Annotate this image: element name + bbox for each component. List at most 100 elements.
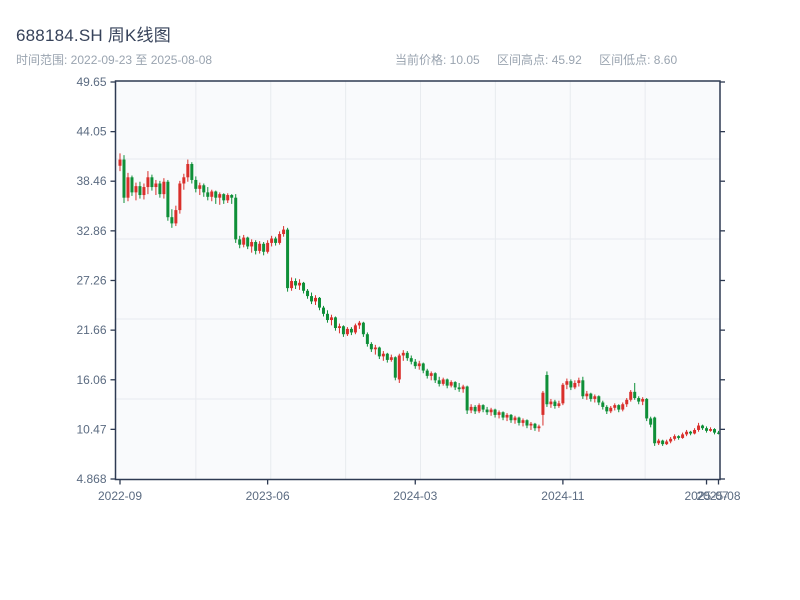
candle-body	[337, 326, 341, 329]
candle-body	[234, 197, 238, 240]
candle-body	[361, 322, 365, 335]
candle-body	[246, 237, 250, 247]
candle-body	[505, 414, 509, 418]
candle-body	[329, 317, 333, 321]
x-tick-label: 2024-11	[541, 489, 584, 503]
candle-body	[529, 423, 533, 426]
candle-body	[142, 187, 146, 196]
candle-body	[669, 438, 673, 442]
candle-body	[349, 328, 353, 333]
candle-body	[369, 343, 373, 350]
candle-body	[425, 370, 429, 376]
y-tick-label: 21.66	[76, 323, 106, 337]
candle-body	[573, 382, 577, 388]
candle-body	[266, 242, 270, 252]
period-low: 区间低点: 8.60	[599, 53, 678, 67]
page-title: 688184.SH 周K线图	[16, 26, 171, 45]
candle-body	[681, 434, 685, 438]
y-tick-label: 27.26	[76, 273, 106, 287]
time-range-label: 时间范围: 2022-09-23 至 2025-08-08	[16, 53, 213, 67]
candle-body	[158, 183, 162, 195]
candle-body	[533, 423, 537, 429]
candle-body	[525, 420, 529, 426]
candle-body	[238, 239, 242, 245]
candle-body	[433, 373, 437, 381]
candle-body	[613, 405, 617, 408]
candle-body	[190, 164, 194, 180]
candle-body	[705, 428, 709, 431]
candle-body	[625, 399, 629, 405]
candle-body	[597, 396, 601, 403]
candle-body	[665, 441, 669, 445]
candle-body	[170, 217, 174, 224]
candle-body	[633, 391, 637, 399]
y-tick-label: 32.86	[76, 224, 106, 238]
candle-body	[465, 386, 469, 411]
candle-body	[298, 282, 302, 286]
candle-body	[126, 177, 130, 198]
candle-body	[441, 379, 445, 384]
candle-body	[461, 386, 465, 390]
candle-body	[278, 234, 282, 243]
candle-body	[429, 373, 433, 376]
y-tick-label: 38.46	[76, 174, 106, 188]
candle-body	[445, 379, 449, 386]
candle-body	[645, 398, 649, 419]
candle-body	[393, 357, 397, 378]
candle-body	[166, 181, 170, 218]
candle-body	[701, 425, 705, 429]
candle-body	[713, 429, 717, 433]
candle-body	[457, 387, 461, 390]
candle-body	[138, 186, 142, 196]
candle-body	[385, 353, 389, 360]
candle-body	[222, 194, 226, 201]
x-tick-label: 2023-06	[246, 489, 290, 503]
candle-body	[629, 391, 633, 400]
candle-body	[453, 382, 457, 388]
x-tick-label: 2024-03	[393, 489, 437, 503]
candle-body	[242, 237, 246, 245]
candle-body	[481, 405, 485, 410]
candle-body	[118, 159, 122, 166]
candle-body	[202, 185, 206, 193]
candle-body	[210, 191, 214, 197]
candle-body	[409, 358, 413, 362]
candle-body	[413, 361, 417, 367]
y-tick-label: 44.05	[76, 125, 106, 139]
candle-body	[130, 177, 134, 193]
candle-body	[545, 374, 549, 405]
y-tick-label: 49.65	[76, 75, 106, 89]
candle-body	[553, 401, 557, 407]
candle-body	[561, 384, 565, 404]
candle-body	[353, 325, 357, 333]
candle-body	[513, 417, 517, 421]
candle-body	[501, 412, 505, 418]
candle-body	[282, 229, 286, 235]
candle-body	[150, 177, 154, 188]
candle-body	[605, 406, 609, 412]
price-stats: 当前价格: 10.05 区间高点: 45.92 区间低点: 8.60	[395, 51, 691, 68]
y-tick-label: 4.868	[76, 472, 106, 486]
candle-body	[657, 440, 661, 444]
candle-body	[473, 406, 477, 412]
candle-body	[449, 382, 453, 386]
candle-body	[146, 177, 150, 188]
candle-body	[254, 242, 258, 251]
candle-body	[341, 326, 345, 335]
candle-body	[493, 409, 497, 415]
candle-body	[286, 229, 290, 289]
x-tick-label: 2025-07	[685, 489, 729, 503]
candle-body	[122, 159, 126, 198]
candle-body	[477, 405, 481, 412]
candle-body	[214, 191, 218, 198]
candle-body	[321, 307, 325, 314]
candle-body	[218, 194, 222, 198]
candle-body	[377, 347, 381, 357]
candle-body	[401, 352, 405, 356]
candle-body	[134, 186, 138, 193]
candle-body	[469, 406, 473, 411]
candle-body	[397, 355, 401, 380]
candle-body	[569, 381, 573, 388]
candle-body	[585, 393, 589, 397]
